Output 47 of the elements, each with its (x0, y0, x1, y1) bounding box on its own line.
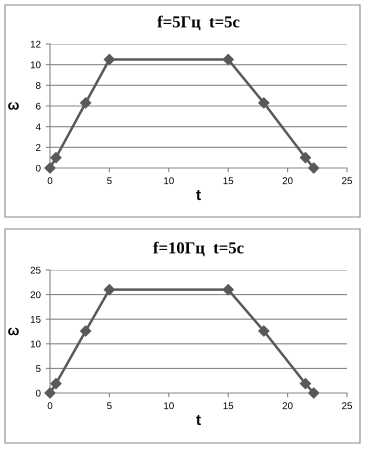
point (80, 97, 92, 109)
point (104, 284, 116, 296)
x-tick-label: 10 (164, 402, 174, 410)
point (300, 378, 312, 390)
x-tick-label: 0 (48, 177, 52, 184)
y-tick-label: 12 (30, 40, 40, 48)
y-tick-label: 6 (36, 102, 41, 110)
point (44, 387, 56, 399)
x-tick-label: 25 (342, 402, 352, 410)
x-tick-label: 20 (282, 402, 293, 410)
chart-title: f=5Гц t=5с (157, 16, 240, 30)
point (308, 162, 320, 174)
x-axis-title: t (196, 190, 201, 200)
point (300, 152, 312, 164)
chart-title: f=10Гц t=5с (153, 242, 244, 256)
y-tick-label: 15 (30, 316, 41, 323)
point (258, 325, 270, 337)
y-axis-title: ω (8, 102, 19, 110)
x-tick-label: 25 (342, 177, 352, 184)
y-tick-label: 25 (30, 266, 41, 274)
y-tick-label: 20 (30, 291, 41, 298)
x-axis-title: t (196, 414, 201, 426)
x-tick-label: 10 (164, 177, 174, 184)
y-tick-label: 8 (36, 82, 41, 89)
point (50, 152, 62, 164)
x-tick-label: 20 (282, 177, 293, 184)
point (222, 54, 234, 66)
point (308, 387, 320, 399)
x-tick-label: 0 (48, 402, 52, 410)
y-tick-label: 0 (36, 164, 41, 172)
x-tick-label: 5 (107, 402, 112, 410)
x-tick-label: 15 (224, 402, 234, 410)
y-tick-label: 2 (36, 144, 40, 151)
x-tick-label: 15 (224, 177, 234, 184)
point (104, 54, 116, 66)
y-axis-title: ω (8, 328, 19, 336)
y-tick-label: 10 (30, 61, 41, 68)
y-tick-label: 5 (36, 365, 41, 372)
point (80, 325, 92, 337)
y-tick-label: 0 (36, 390, 41, 397)
point (44, 162, 56, 174)
x-tick-label: 5 (107, 177, 112, 184)
point (258, 97, 270, 109)
point (50, 378, 62, 390)
y-tick-label: 10 (30, 340, 41, 348)
point (222, 284, 234, 296)
y-tick-label: 4 (36, 124, 41, 130)
